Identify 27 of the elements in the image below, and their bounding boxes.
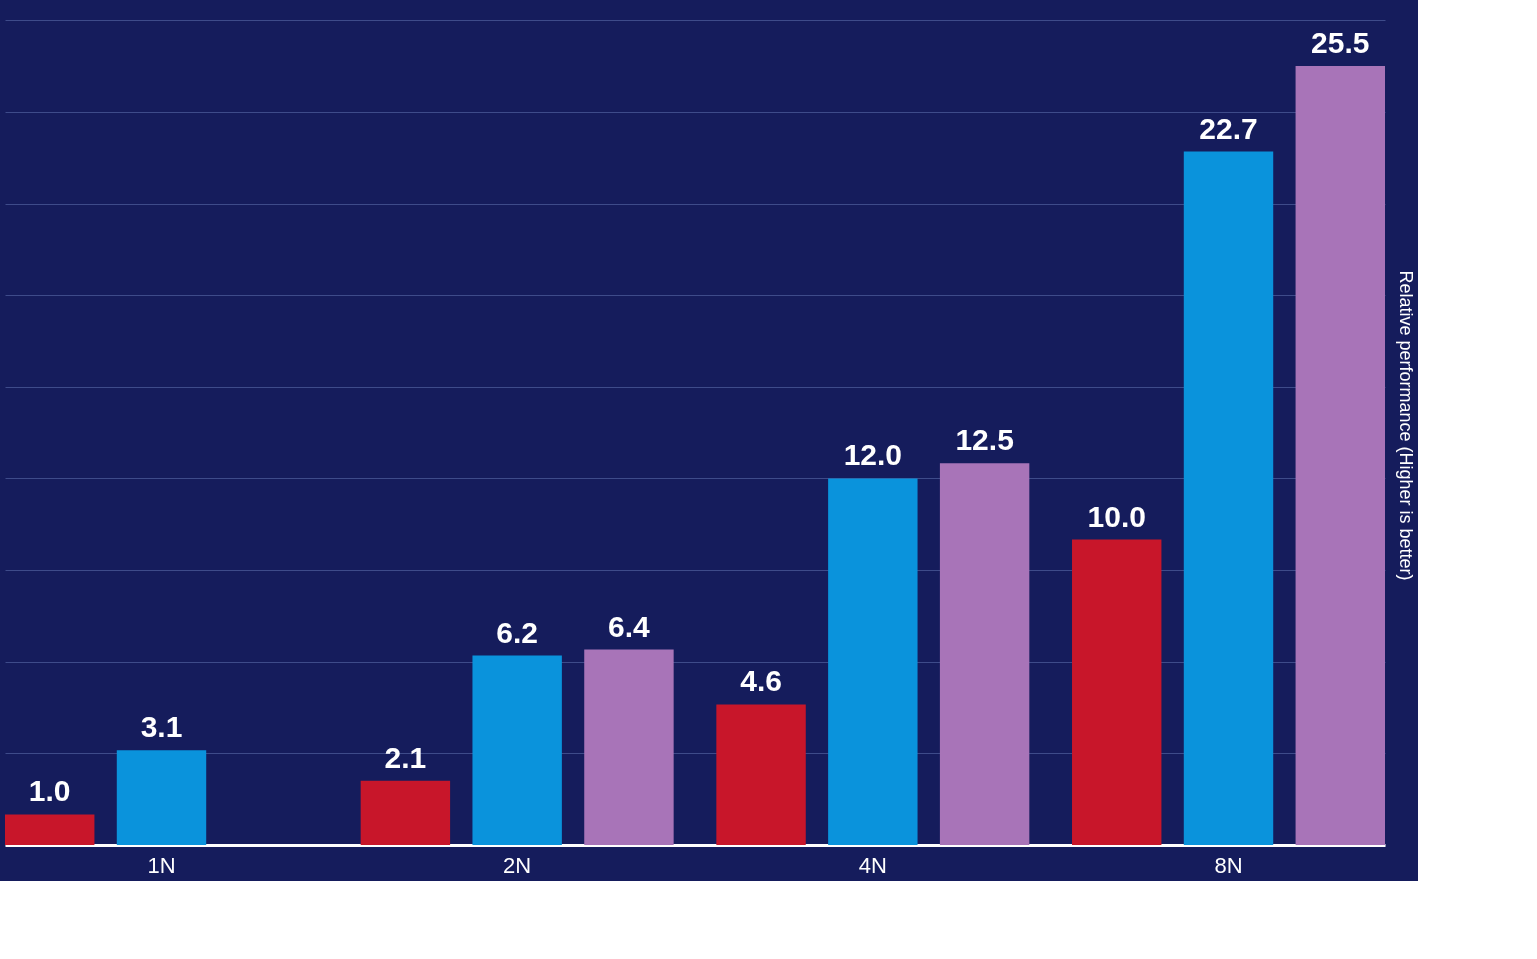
bar: [1072, 539, 1162, 845]
bar: [828, 478, 918, 845]
data-label: 1.0: [28, 774, 71, 808]
bar: [1183, 151, 1274, 845]
bar: [1295, 66, 1385, 845]
bar: [472, 655, 562, 845]
data-label: 25.5: [1311, 26, 1370, 60]
data-label: 12.0: [843, 438, 903, 472]
y-axis-title: Relative performance (Higher is better): [1395, 270, 1416, 581]
bar: [716, 704, 806, 845]
x-tick-label: 1N: [147, 852, 176, 878]
bar: [939, 463, 1030, 845]
x-tick-label: 2N: [503, 852, 532, 878]
bar: [360, 780, 451, 845]
x-tick-label: 4N: [858, 852, 887, 878]
data-label: 22.7: [1199, 111, 1258, 145]
data-label: 6.2: [496, 615, 539, 649]
x-tick-label: 8N: [1214, 852, 1243, 878]
data-label: 3.1: [140, 710, 183, 744]
data-label: 10.0: [1087, 499, 1146, 533]
bar: [116, 750, 207, 845]
bar: [584, 649, 674, 845]
data-label: 6.4: [608, 609, 651, 643]
bar: [5, 814, 95, 845]
data-label: 4.6: [740, 664, 782, 698]
data-label: 12.5: [955, 423, 1014, 457]
data-label: 2.1: [384, 740, 427, 774]
